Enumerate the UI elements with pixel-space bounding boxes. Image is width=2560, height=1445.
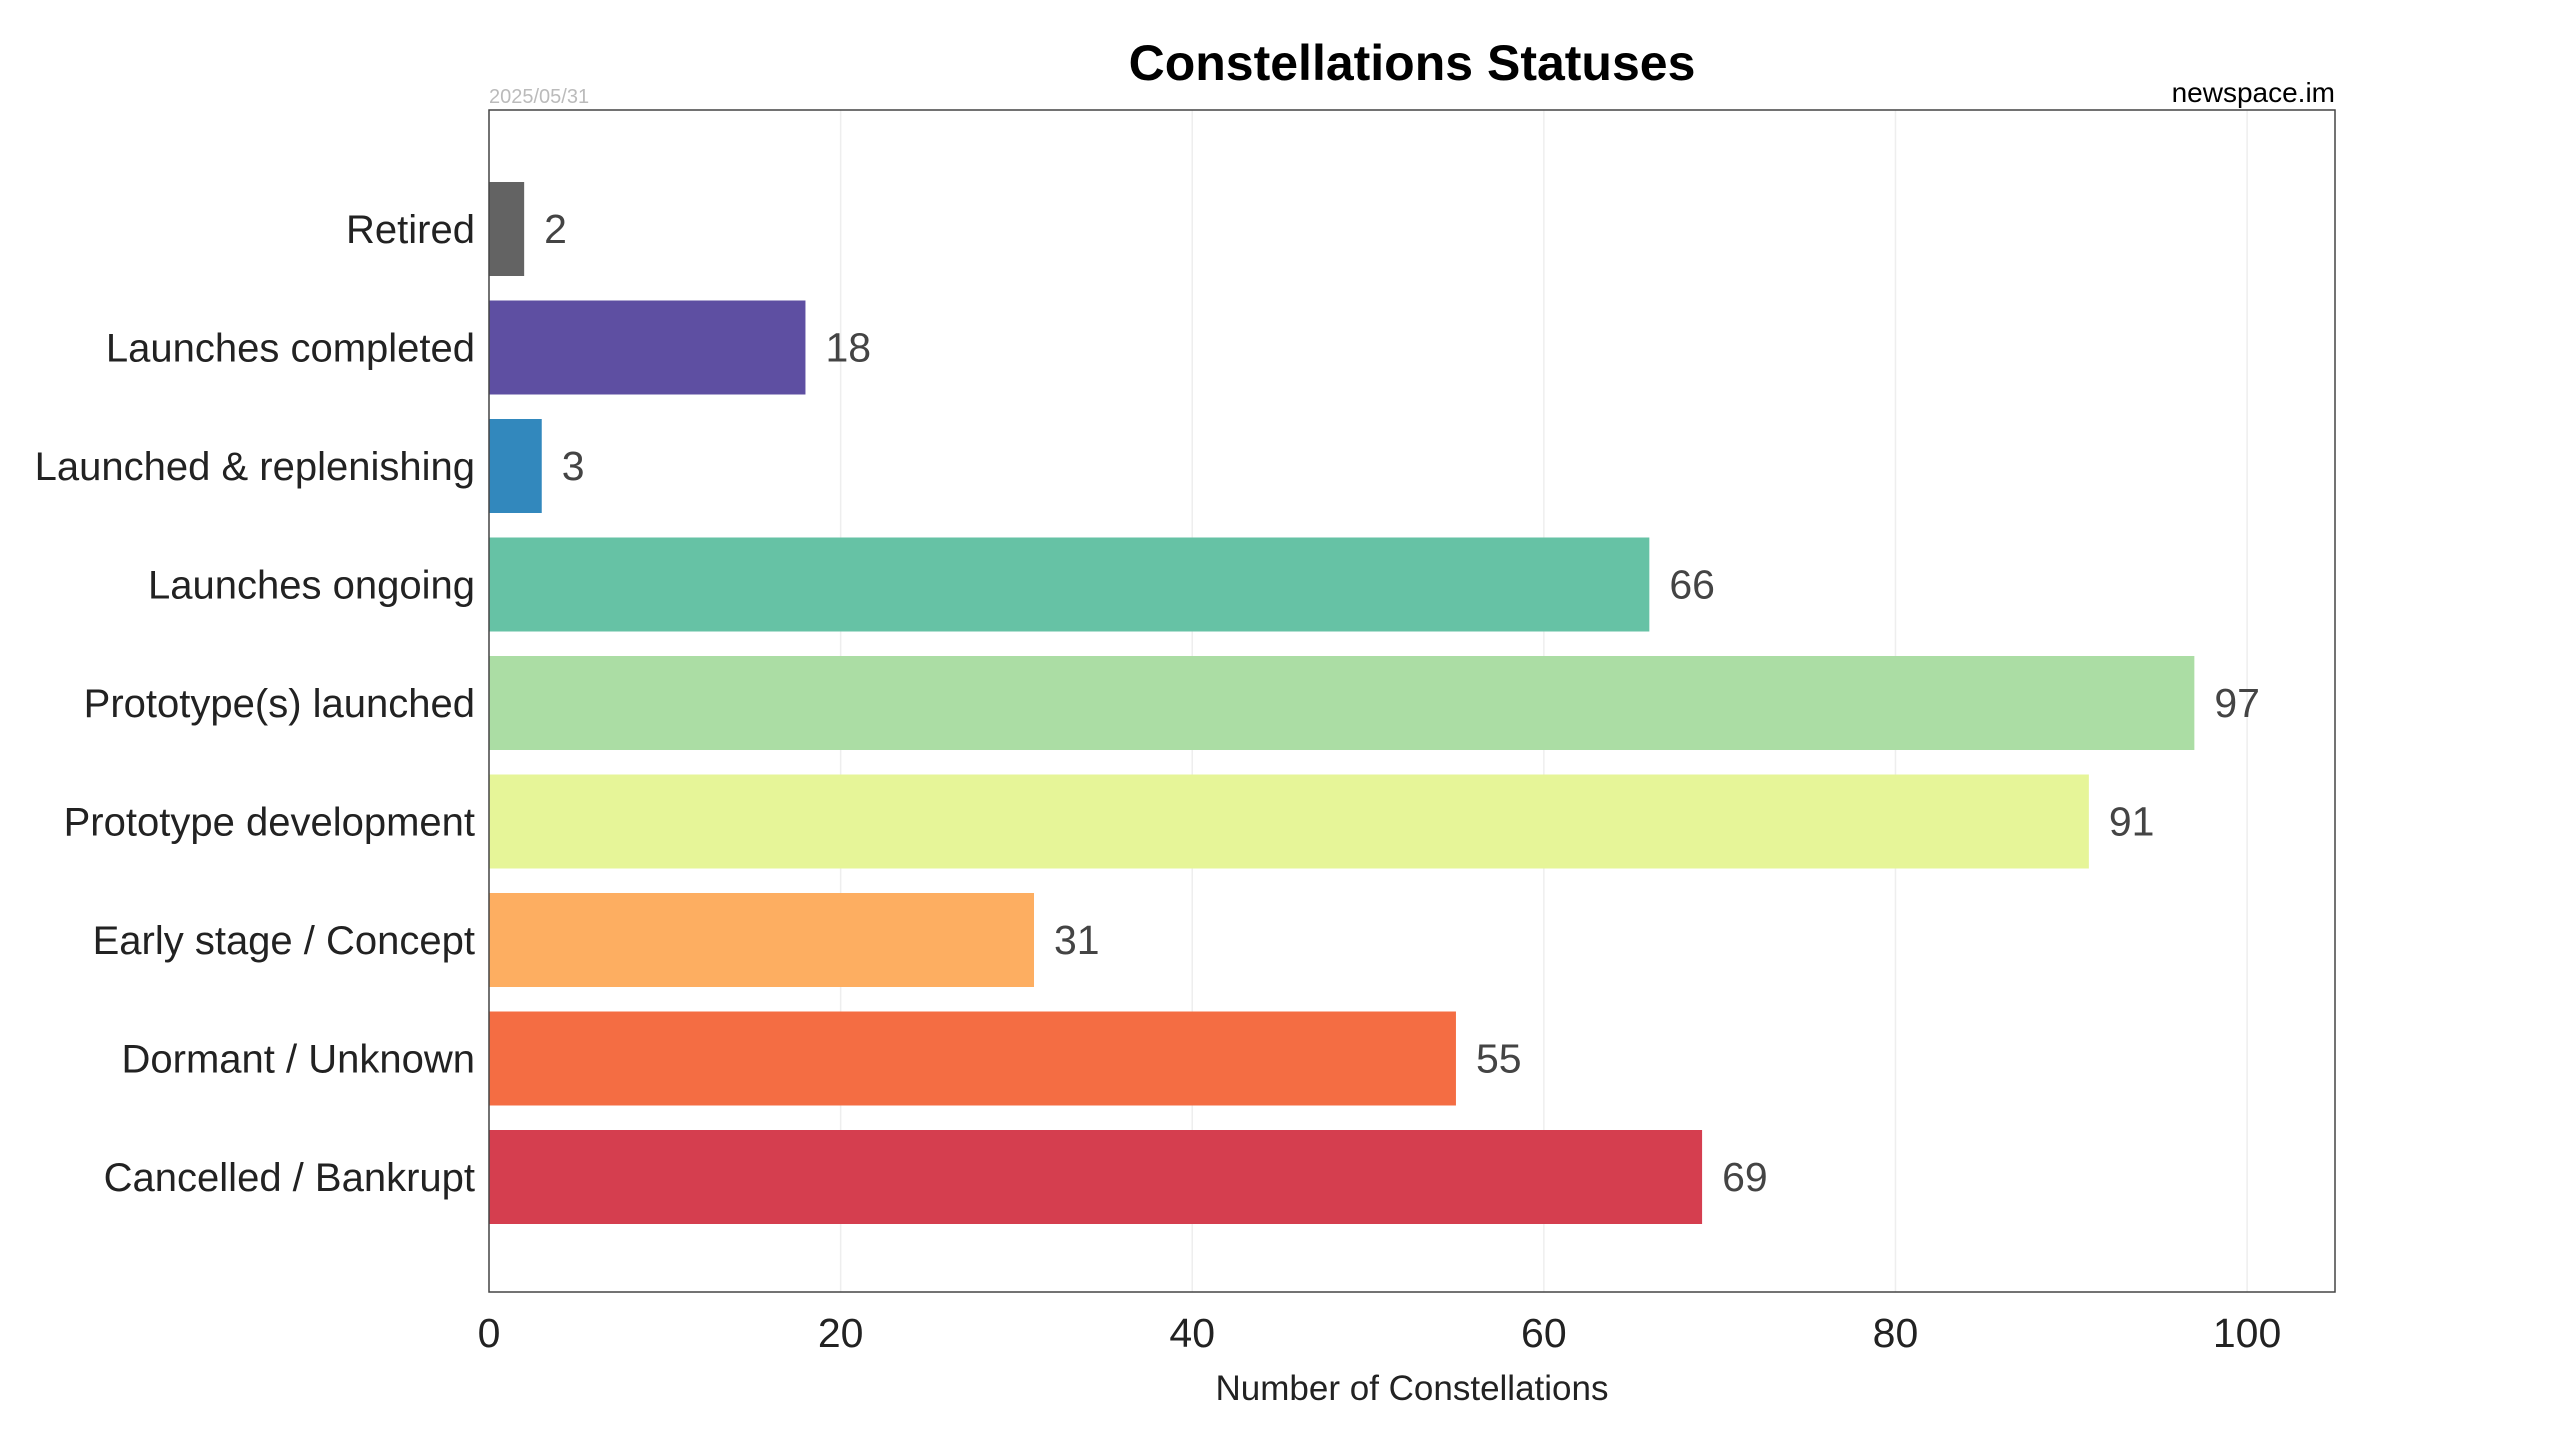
date-label: 2025/05/31: [489, 86, 589, 108]
y-category-label: Launched & replenishing: [35, 445, 475, 489]
y-category-label: Prototype development: [64, 801, 475, 845]
y-category-label: Retired: [346, 208, 475, 252]
y-category-label: Early stage / Concept: [93, 919, 475, 963]
data-label: 97: [2214, 680, 2260, 726]
data-label: 2: [544, 206, 567, 252]
bar: [489, 1130, 1703, 1224]
bar: [489, 893, 1035, 987]
bar: [489, 537, 1650, 632]
data-labels: 2 18 3 66 97 91 31 55 69: [544, 206, 2260, 1200]
y-category-label: Prototype(s) launched: [84, 682, 475, 726]
data-label: 3: [562, 443, 585, 489]
y-category-label: Launches ongoing: [148, 564, 475, 608]
x-axis-ticks: 0 20 40 60 80 100: [478, 1310, 2282, 1356]
data-label: 55: [1476, 1036, 1522, 1082]
source-label: newspace.im: [2172, 77, 2335, 108]
plot-frame: [488, 109, 2336, 1293]
data-label: 69: [1722, 1154, 1768, 1200]
bar: [489, 300, 806, 395]
bar: [489, 182, 525, 276]
y-category-label: Cancelled / Bankrupt: [104, 1156, 475, 1200]
data-label: 91: [2109, 799, 2155, 845]
x-axis-label: Number of Constellations: [1216, 1369, 1609, 1408]
data-label: 66: [1669, 562, 1715, 608]
x-tick-label: 80: [1873, 1310, 1919, 1356]
y-category-label: Dormant / Unknown: [122, 1038, 475, 1082]
bar: [489, 774, 2089, 869]
x-tick-label: 100: [2213, 1310, 2281, 1356]
x-tick-label: 20: [818, 1310, 864, 1356]
x-tick-label: 60: [1521, 1310, 1567, 1356]
x-tick-label: 0: [478, 1310, 501, 1356]
chart-title: Constellations Statuses: [1129, 35, 1696, 91]
bar: [489, 656, 2195, 750]
bar: [489, 1011, 1456, 1106]
y-axis-category-labels: Retired Launches completed Launched & repl…: [35, 208, 475, 1200]
x-tick-label: 40: [1169, 1310, 1215, 1356]
bars: [489, 182, 2195, 1224]
data-label: 31: [1054, 917, 1100, 963]
bar: [489, 419, 542, 513]
data-label: 18: [825, 325, 871, 371]
y-category-label: Launches completed: [106, 327, 475, 371]
